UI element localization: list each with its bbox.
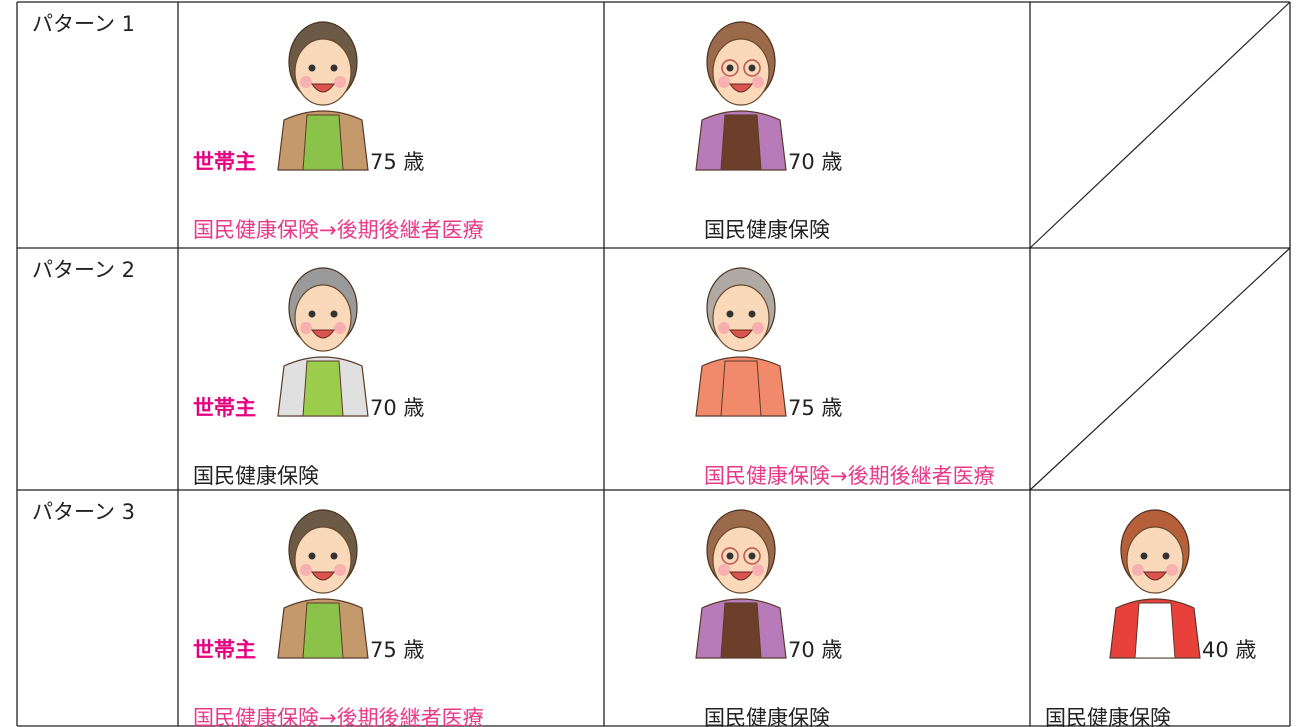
figure-cheek: [334, 76, 346, 88]
figure-mouth: [311, 83, 335, 93]
figure-eye: [308, 552, 316, 560]
figure-mouth: [1143, 571, 1167, 581]
figure-eye: [726, 64, 734, 72]
figure-eye: [330, 552, 338, 560]
insurance: 国民健康保険: [704, 218, 830, 242]
figure-face: [712, 526, 770, 594]
figure-shirt: [1134, 602, 1176, 659]
figure-shirt: [720, 360, 762, 417]
pattern-label: パターン 1: [32, 12, 135, 36]
figure-mouth: [311, 329, 335, 339]
figure-eye: [748, 64, 756, 72]
figure-cheek: [300, 76, 312, 88]
figure-glasses: [721, 547, 739, 565]
figure-cheek: [752, 564, 764, 576]
figure-glasses: [743, 547, 761, 565]
diagonal-slash: [1029, 247, 1291, 491]
figure-cheek: [1132, 564, 1144, 576]
figure-eye: [1162, 552, 1170, 560]
pattern-label: パターン 3: [32, 500, 135, 524]
figure-shirt: [720, 114, 762, 171]
figure-eye: [1140, 552, 1148, 560]
age: 70 歳: [370, 396, 425, 420]
age: 75 歳: [370, 638, 425, 662]
figure-eye: [748, 552, 756, 560]
figure-eye: [726, 310, 734, 318]
figure-cheek: [300, 322, 312, 334]
figure-mouth: [311, 571, 335, 581]
insurance: 国民健康保険: [704, 706, 830, 727]
figure-face: [294, 526, 352, 594]
figure-cheek: [718, 322, 730, 334]
figure-face: [1126, 526, 1184, 594]
age: 75 歳: [370, 150, 425, 174]
figure-eye: [308, 64, 316, 72]
figure-shirt: [720, 602, 762, 659]
figure-face: [294, 38, 352, 106]
figure-cheek: [752, 76, 764, 88]
age: 75 歳: [788, 396, 843, 420]
figure-cheek: [300, 564, 312, 576]
figure-mouth: [729, 83, 753, 93]
figure-mouth: [729, 329, 753, 339]
figure-cheek: [718, 564, 730, 576]
figure-cheek: [752, 322, 764, 334]
figure-cheek: [334, 322, 346, 334]
figure-face: [712, 38, 770, 106]
head-label: 世帯主: [193, 638, 256, 662]
insurance: 国民健康保険: [1045, 706, 1171, 727]
figure-face: [712, 284, 770, 352]
age: 70 歳: [788, 150, 843, 174]
figure-cheek: [718, 76, 730, 88]
figure-eye: [726, 552, 734, 560]
figure-cheek: [334, 564, 346, 576]
insurance: 国民健康保険→後期後継者医療: [193, 706, 484, 727]
diagonal-slash: [1029, 1, 1291, 249]
age: 40 歳: [1202, 638, 1257, 662]
figure-shirt: [302, 360, 344, 417]
figure-eye: [330, 64, 338, 72]
figure-face: [294, 284, 352, 352]
figure-eye: [308, 310, 316, 318]
insurance: 国民健康保険→後期後継者医療: [193, 218, 484, 242]
age: 70 歳: [788, 638, 843, 662]
figure-glasses: [721, 59, 739, 77]
figure-shirt: [302, 602, 344, 659]
head-label: 世帯主: [193, 150, 256, 174]
figure-eye: [330, 310, 338, 318]
figure-mouth: [729, 571, 753, 581]
head-label: 世帯主: [193, 396, 256, 420]
figure-eye: [748, 310, 756, 318]
insurance: 国民健康保険→後期後継者医療: [704, 464, 995, 488]
figure-glasses: [743, 59, 761, 77]
pattern-label: パターン 2: [32, 258, 135, 282]
figure-cheek: [1166, 564, 1178, 576]
insurance: 国民健康保険: [193, 464, 319, 488]
figure-shirt: [302, 114, 344, 171]
